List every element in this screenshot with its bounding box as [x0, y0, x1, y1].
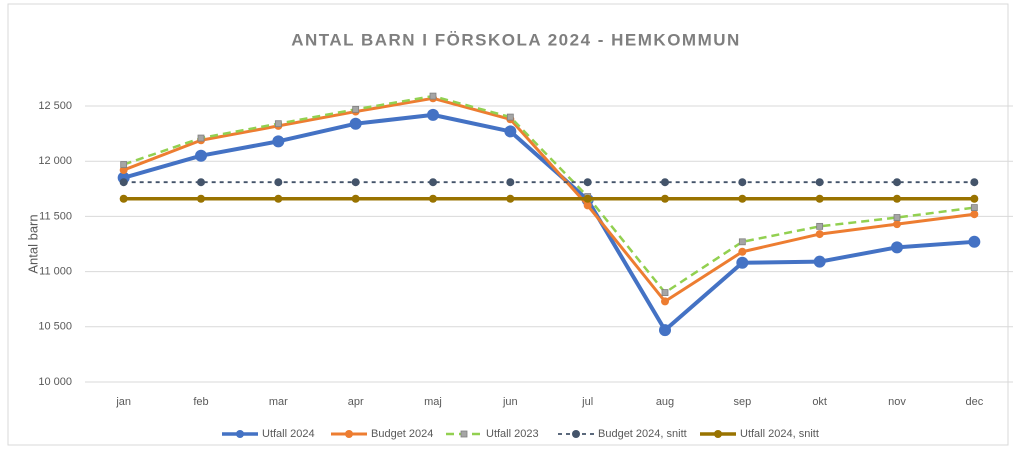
series-line: [123, 94, 975, 294]
data-point: [815, 230, 824, 239]
y-axis-label: Antal barn: [25, 214, 40, 273]
data-point: [661, 178, 669, 187]
data-point: [583, 201, 592, 210]
x-tick-label: feb: [193, 396, 208, 408]
data-point: [429, 92, 437, 100]
data-point: [738, 238, 746, 246]
x-tick-label: jun: [502, 396, 518, 408]
data-point: [738, 178, 747, 187]
data-point: [893, 194, 901, 203]
legend-marker: [572, 430, 580, 438]
x-tick-label: maj: [424, 396, 442, 408]
data-point: [349, 117, 362, 130]
data-point: [274, 194, 283, 203]
data-point: [119, 178, 128, 187]
data-point: [427, 108, 439, 121]
data-point: [970, 204, 978, 211]
data-point: [351, 194, 360, 203]
data-point: [272, 135, 285, 148]
data-point: [352, 105, 360, 113]
data-point: [736, 256, 749, 269]
data-point: [738, 194, 747, 203]
data-point: [893, 220, 901, 229]
data-point: [274, 178, 283, 187]
data-point: [583, 194, 592, 203]
data-point: [813, 255, 826, 268]
x-tick-label: nov: [888, 396, 906, 408]
data-point: [506, 113, 514, 121]
data-point: [659, 324, 671, 337]
data-point: [970, 178, 979, 187]
chart-border: [7, 3, 1009, 446]
legend-marker: [714, 430, 722, 438]
data-point: [970, 194, 979, 203]
legend-marker: [236, 430, 244, 438]
x-tick-label: apr: [348, 396, 364, 408]
data-point: [815, 178, 824, 187]
x-tick-label: jul: [581, 396, 593, 408]
data-point: [661, 297, 669, 306]
chart-title: ANTAL BARN I FÖRSKOLA 2024 - HEMKOMMUN: [291, 30, 741, 49]
x-tick-label: aug: [656, 396, 674, 408]
data-point: [195, 149, 207, 162]
data-point: [815, 194, 824, 203]
data-point: [893, 178, 901, 187]
data-point: [506, 178, 515, 187]
y-tick-label: 12 000: [38, 155, 72, 167]
data-point: [429, 178, 437, 187]
legend-marker: [460, 430, 468, 438]
x-tick-label: sep: [733, 396, 751, 408]
data-point: [970, 210, 979, 219]
data-point: [197, 134, 205, 142]
data-point: [583, 178, 592, 187]
data-point: [197, 194, 205, 203]
x-tick-label: jan: [115, 396, 131, 408]
data-point: [274, 120, 282, 128]
x-tick-label: mar: [269, 396, 288, 408]
data-point: [891, 241, 903, 254]
data-point: [968, 235, 981, 248]
x-tick-label: okt: [812, 396, 827, 408]
data-point: [197, 178, 205, 187]
legend-label: Budget 2024: [371, 428, 433, 440]
data-point: [893, 214, 901, 221]
legend-label: Utfall 2024, snitt: [740, 428, 819, 440]
data-point: [504, 125, 517, 138]
data-point: [120, 161, 128, 168]
y-tick-label: 10 000: [38, 376, 72, 388]
data-point: [429, 194, 437, 203]
y-tick-label: 12 500: [38, 100, 72, 112]
series-line: [123, 112, 975, 333]
legend-label: Utfall 2023: [486, 428, 539, 440]
legend-marker: [345, 430, 353, 438]
data-point: [738, 247, 747, 256]
data-point: [119, 194, 128, 203]
legend-label: Budget 2024, snitt: [598, 428, 687, 440]
legend-label: Utfall 2024: [262, 428, 315, 440]
data-point: [816, 222, 824, 230]
data-point: [506, 194, 515, 203]
y-tick-label: 11 500: [39, 210, 72, 222]
data-point: [119, 166, 128, 175]
x-tick-label: dec: [965, 396, 983, 408]
data-point: [661, 289, 669, 296]
y-tick-label: 10 500: [38, 321, 72, 333]
series-line: [123, 96, 975, 303]
data-point: [351, 178, 360, 187]
y-tick-label: 11 000: [39, 266, 72, 278]
data-point: [661, 194, 669, 203]
